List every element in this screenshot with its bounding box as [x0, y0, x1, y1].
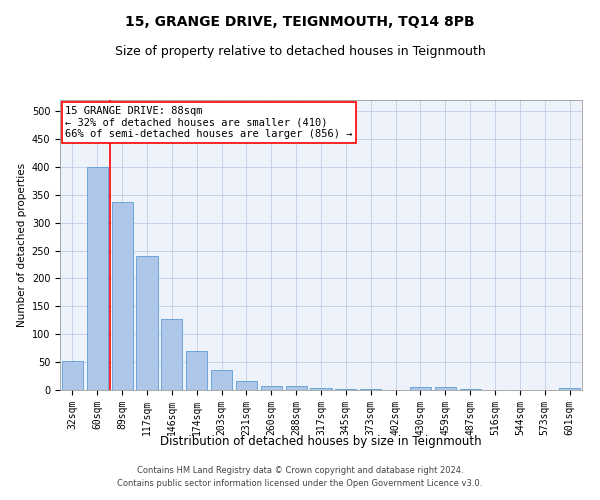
- Y-axis label: Number of detached properties: Number of detached properties: [17, 163, 28, 327]
- Bar: [410, 386, 431, 390]
- Bar: [460, 389, 481, 390]
- Bar: [261, 386, 282, 390]
- Bar: [310, 388, 332, 390]
- Bar: [62, 361, 83, 390]
- Text: 15, GRANGE DRIVE, TEIGNMOUTH, TQ14 8PB: 15, GRANGE DRIVE, TEIGNMOUTH, TQ14 8PB: [125, 15, 475, 29]
- Text: Distribution of detached houses by size in Teignmouth: Distribution of detached houses by size …: [160, 435, 482, 448]
- Text: 15 GRANGE DRIVE: 88sqm
← 32% of detached houses are smaller (410)
66% of semi-de: 15 GRANGE DRIVE: 88sqm ← 32% of detached…: [65, 106, 353, 139]
- Text: Contains HM Land Registry data © Crown copyright and database right 2024.
Contai: Contains HM Land Registry data © Crown c…: [118, 466, 482, 487]
- Text: Size of property relative to detached houses in Teignmouth: Size of property relative to detached ho…: [115, 45, 485, 58]
- Bar: [236, 380, 257, 390]
- Bar: [286, 386, 307, 390]
- Bar: [112, 202, 133, 390]
- Bar: [87, 167, 108, 390]
- Bar: [211, 370, 232, 390]
- Bar: [136, 256, 158, 390]
- Bar: [186, 351, 207, 390]
- Bar: [559, 388, 580, 390]
- Bar: [435, 387, 456, 390]
- Bar: [161, 318, 182, 390]
